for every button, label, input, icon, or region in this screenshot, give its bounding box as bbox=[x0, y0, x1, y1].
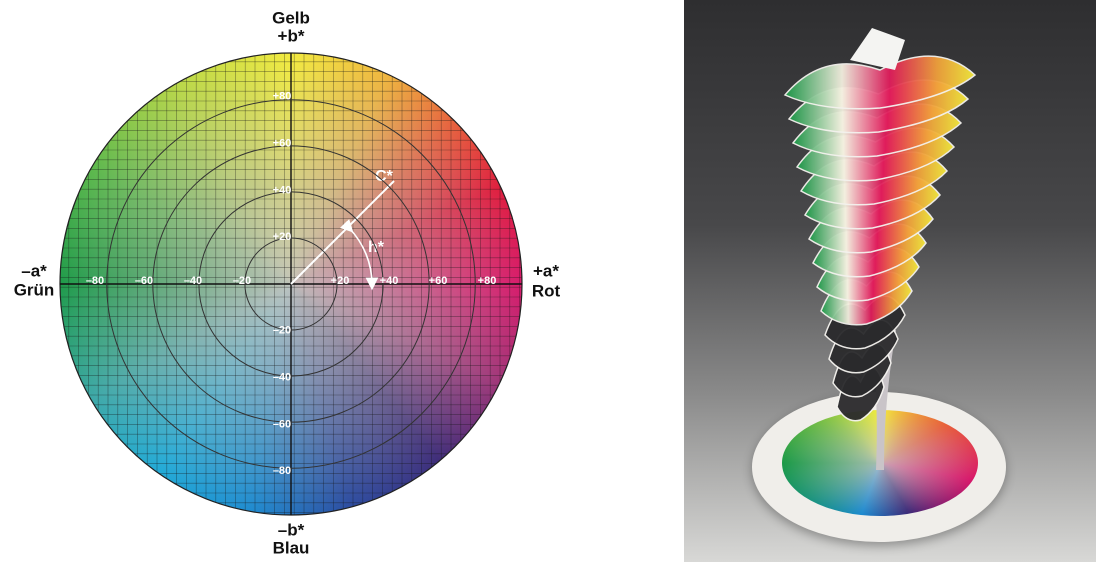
bottom-label: –b* bbox=[278, 520, 305, 539]
a-tick-label: –20 bbox=[233, 275, 251, 287]
a-tick-label: –80 bbox=[86, 275, 104, 287]
b-tick-label: +60 bbox=[273, 138, 292, 150]
top-label: +b* bbox=[278, 26, 305, 45]
left-label: Grün bbox=[14, 280, 55, 299]
right-label: Rot bbox=[532, 281, 561, 300]
chroma-line bbox=[291, 181, 394, 284]
b-tick-label: –20 bbox=[273, 325, 291, 337]
b-tick-label: –60 bbox=[273, 418, 291, 430]
page: C* h* Gelb +b* –b* Blau –a* Grün +a* Rot… bbox=[0, 0, 1096, 562]
a-tick-label: +60 bbox=[429, 275, 448, 287]
photo-sculpture bbox=[785, 28, 975, 470]
b-tick-label: +40 bbox=[273, 184, 292, 196]
hue-label: h* bbox=[368, 239, 385, 256]
left-label: –a* bbox=[21, 261, 47, 280]
right-label: +a* bbox=[533, 261, 559, 280]
b-tick-label: +80 bbox=[273, 91, 292, 103]
top-label: Gelb bbox=[272, 8, 310, 27]
a-tick-label: –60 bbox=[135, 275, 153, 287]
a-tick-label: –40 bbox=[184, 275, 202, 287]
photo-top-sheet bbox=[850, 28, 905, 70]
grid bbox=[50, 40, 535, 530]
bottom-label: Blau bbox=[273, 538, 310, 557]
diagram: C* h* Gelb +b* –b* Blau –a* Grün +a* Rot… bbox=[0, 0, 1096, 562]
a-tick-label: +20 bbox=[331, 275, 350, 287]
a-tick-label: +40 bbox=[380, 275, 399, 287]
b-tick-label: –40 bbox=[273, 371, 291, 383]
b-tick-label: +20 bbox=[273, 231, 292, 243]
a-tick-label: +80 bbox=[478, 275, 497, 287]
b-tick-label: –80 bbox=[273, 465, 291, 477]
